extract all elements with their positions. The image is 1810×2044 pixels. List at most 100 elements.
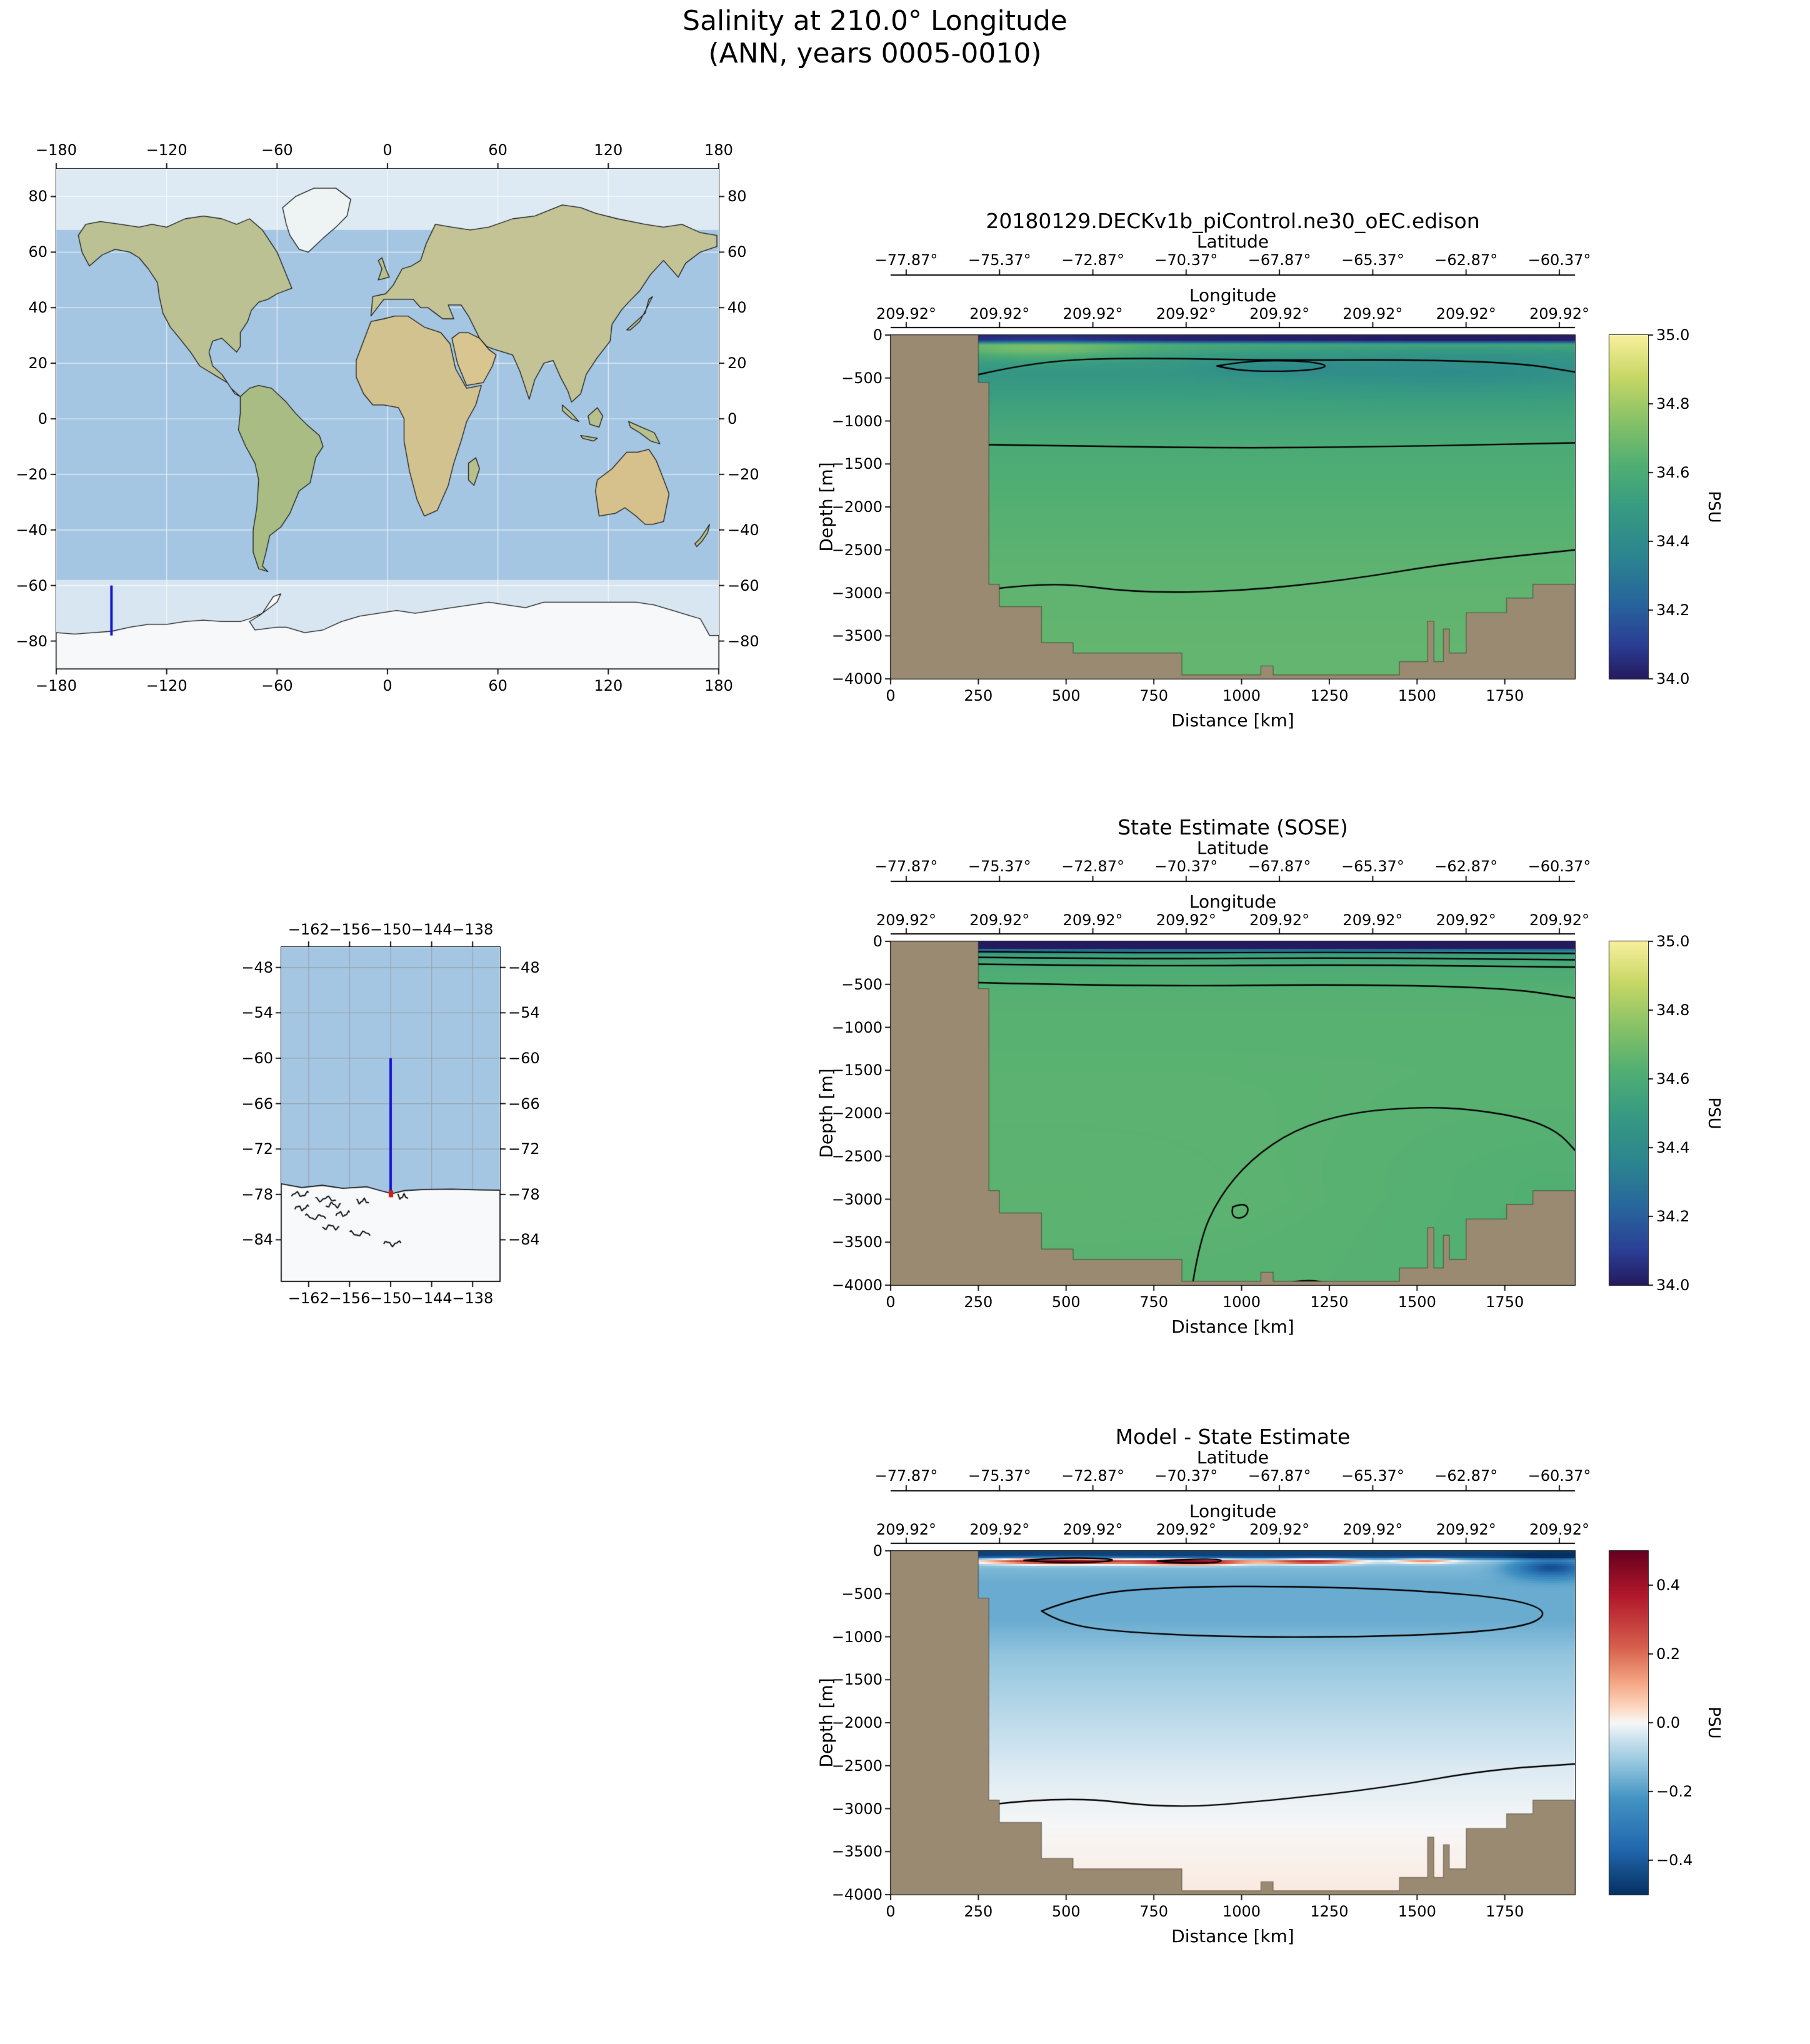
latitude-tick-label: −62.87°: [1434, 1467, 1498, 1485]
world-map-ytick-right: −60: [728, 576, 759, 594]
zoom-map-ytick-right: −66: [508, 1095, 540, 1113]
longitude-tick-label: 209.92°: [876, 1521, 936, 1538]
zoom-map-ytick-right: −54: [508, 1004, 540, 1022]
distance-tick-label: 1500: [1398, 1903, 1436, 1920]
world-map-ytick-right: 0: [728, 410, 738, 428]
latitude-tick-label: −70.37°: [1154, 858, 1218, 875]
depth-tick-label: −2000: [831, 1105, 882, 1122]
distance-tick-label: 1750: [1486, 687, 1524, 704]
world-map-xtick-top: 120: [594, 141, 623, 159]
zoom-map-ytick-left: −48: [241, 958, 273, 976]
colorbar-unit-label: PSU: [1704, 1097, 1723, 1130]
depth-tick-label: −500: [841, 1585, 882, 1603]
world-map-xtick-bottom: −60: [261, 677, 293, 694]
depth-tick-label: −2000: [831, 1714, 882, 1731]
world-map-ytick-right: 60: [728, 243, 747, 261]
longitude-tick-label: 209.92°: [1156, 1521, 1216, 1538]
world-map-ytick-left: 80: [28, 188, 48, 206]
latitude-tick-label: −65.37°: [1341, 858, 1404, 875]
colorbar-tick-label: −0.2: [1656, 1783, 1693, 1800]
zoom-map-xtick-bottom: −162: [288, 1290, 329, 1307]
latitude-tick-label: −75.37°: [968, 1467, 1031, 1485]
section-canvas-sose: [891, 941, 1575, 1285]
distance-tick-label: 1500: [1398, 1293, 1436, 1311]
depth-tick-label: −2500: [831, 1147, 882, 1165]
world-map-ytick-left: 0: [38, 410, 48, 428]
world-map-xtick-top: 60: [488, 141, 508, 159]
depth-tick-label: −500: [841, 975, 882, 993]
depth-tick-label: −4000: [831, 1886, 882, 1903]
longitude-tick-label: 209.92°: [1249, 1521, 1310, 1538]
section-title-sose: State Estimate (SOSE): [1118, 815, 1348, 839]
depth-tick-label: −4000: [831, 670, 882, 688]
zoom-map-ytick-right: −48: [508, 958, 540, 976]
world-map-xtick-bottom: −120: [146, 677, 188, 694]
world-map-ytick-right: 40: [728, 299, 747, 317]
colorbar-unit-label: PSU: [1704, 491, 1723, 523]
distance-tick-label: 1000: [1222, 1293, 1261, 1311]
longitude-tick-label: 209.92°: [1342, 1521, 1403, 1538]
colorbar-tick-label: 0.4: [1656, 1576, 1681, 1594]
longitude-tick-label: 209.92°: [1062, 305, 1123, 323]
longitude-tick-label: 209.92°: [1342, 305, 1403, 323]
latitude-axis-label: Latitude: [1196, 838, 1269, 858]
colorbar-tick-label: 35.0: [1656, 326, 1690, 344]
zoom-map-xtick-top: −156: [329, 921, 371, 938]
latitude-tick-label: −67.87°: [1248, 251, 1311, 269]
latitude-tick-label: −77.87°: [874, 1467, 938, 1485]
section-title-model: 20180129.DECKv1b_piControl.ne30_oEC.edis…: [986, 209, 1480, 233]
latitude-tick-label: −70.37°: [1154, 1467, 1218, 1485]
world-map-ytick-left: −60: [16, 576, 48, 594]
latitude-tick-label: −60.37°: [1528, 1467, 1591, 1485]
depth-tick-label: −1000: [831, 1018, 882, 1036]
distance-axis-label: Distance [km]: [1171, 1926, 1294, 1946]
distance-tick-label: 1750: [1486, 1293, 1524, 1311]
section-canvas-model: [891, 335, 1575, 679]
zoom-map-xtick-bottom: −144: [411, 1290, 452, 1307]
distance-tick-label: 750: [1139, 687, 1169, 704]
depth-tick-label: −1500: [831, 1671, 882, 1689]
colorbar-tick-label: 0.0: [1656, 1714, 1681, 1731]
depth-tick-label: −3000: [831, 1800, 882, 1818]
longitude-tick-label: 209.92°: [1249, 305, 1310, 323]
latitude-tick-label: −72.87°: [1061, 1467, 1124, 1485]
longitude-tick-label: 209.92°: [1436, 305, 1496, 323]
depth-tick-label: −3500: [831, 1843, 882, 1861]
world-map-xtick-bottom: 120: [594, 677, 623, 694]
colorbar-tick-label: 34.6: [1656, 1070, 1690, 1088]
colorbar-tick-label: 34.0: [1656, 670, 1690, 688]
latitude-tick-label: −67.87°: [1248, 858, 1311, 875]
depth-tick-label: −2500: [831, 541, 882, 559]
world-map-ytick-left: −20: [16, 465, 48, 483]
depth-tick-label: −2500: [831, 1756, 882, 1775]
zoom-map-ytick-left: −60: [241, 1049, 273, 1067]
distance-tick-label: 750: [1139, 1293, 1169, 1311]
latitude-tick-label: −65.37°: [1341, 1467, 1404, 1485]
distance-tick-label: 1500: [1398, 687, 1436, 704]
distance-tick-label: 250: [964, 687, 993, 704]
distance-tick-label: 0: [886, 1903, 896, 1920]
latitude-tick-label: −60.37°: [1528, 858, 1591, 875]
world-map-ytick-left: 20: [28, 354, 48, 373]
zoom-map-ytick-left: −54: [241, 1004, 273, 1022]
longitude-tick-label: 209.92°: [1062, 1521, 1123, 1538]
world-map-xtick-bottom: 60: [488, 677, 508, 694]
colorbar-tick-label: 34.0: [1656, 1276, 1690, 1294]
world-map-ytick-right: 20: [728, 354, 747, 373]
world-map-xtick-top: −180: [36, 141, 77, 159]
distance-tick-label: 0: [886, 1293, 896, 1311]
zoom-map-ytick-left: −72: [241, 1140, 273, 1158]
longitude-tick-label: 209.92°: [1062, 911, 1123, 929]
world-map-xtick-top: 0: [382, 141, 392, 159]
latitude-tick-label: −75.37°: [968, 858, 1031, 875]
longitude-tick-label: 209.92°: [876, 305, 936, 323]
distance-tick-label: 500: [1051, 1903, 1081, 1920]
world-map-xtick-top: −120: [146, 141, 188, 159]
zoom-map-xtick-bottom: −138: [452, 1290, 494, 1307]
colorbar-unit-label: PSU: [1704, 1706, 1723, 1739]
world-map-ytick-right: −40: [728, 521, 759, 539]
longitude-tick-label: 209.92°: [1529, 305, 1589, 323]
colorbar-model: [1609, 335, 1648, 679]
longitude-tick-label: 209.92°: [876, 911, 936, 929]
colorbar-tick-label: −0.4: [1656, 1851, 1693, 1869]
